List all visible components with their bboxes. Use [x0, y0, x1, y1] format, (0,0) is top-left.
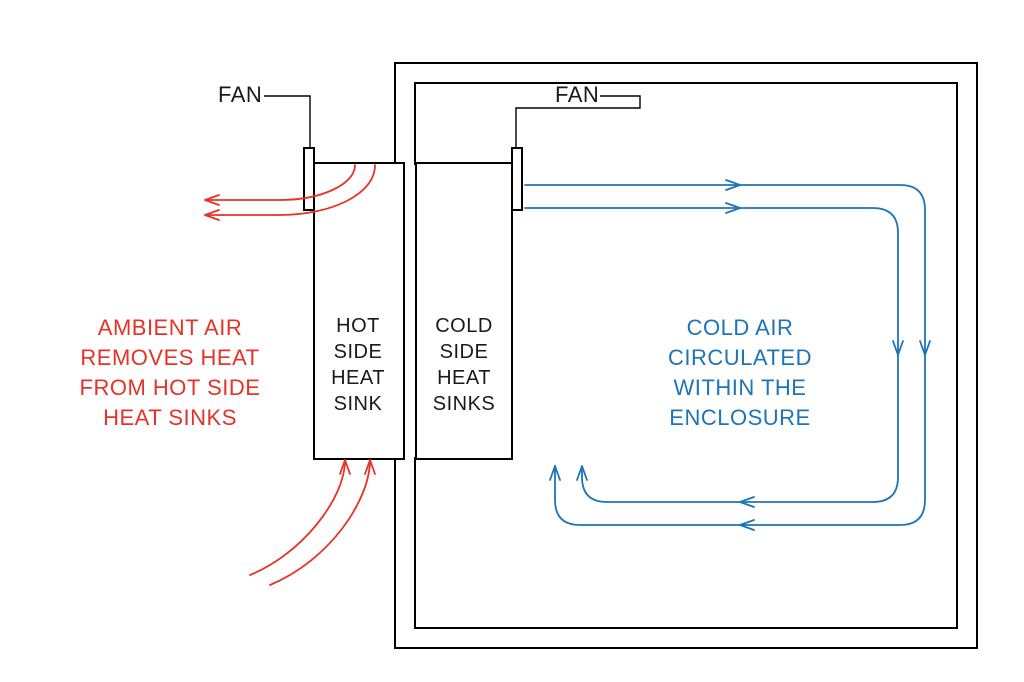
hot-curve-bot-1: [270, 460, 370, 585]
hot-sink-label-3: SINK: [334, 393, 383, 415]
hot-desc-2: FROM HOT SIDE: [80, 375, 261, 400]
cold-sink-label-3: SINKS: [433, 393, 496, 415]
fan-leader-left: [264, 96, 310, 147]
hot-desc-1: REMOVES HEAT: [80, 345, 259, 370]
hot-curve-bot-0: [250, 460, 345, 575]
fan-label-left: FAN: [218, 82, 262, 107]
cold-sink-label-0: COLD: [435, 315, 493, 337]
hot-desc-0: AMBIENT AIR: [98, 315, 242, 340]
cold-desc-0: COLD AIR: [687, 315, 794, 340]
hot-sink-label-0: HOT: [336, 315, 380, 337]
cold-desc-2: WITHIN THE: [674, 375, 807, 400]
hot-desc-3: HEAT SINKS: [103, 405, 237, 430]
cold-fan: [512, 148, 522, 210]
hot-sink-label-2: HEAT: [331, 367, 385, 389]
cold-sink-label-2: HEAT: [437, 367, 491, 389]
cold-desc-1: CIRCULATED: [668, 345, 812, 370]
fan-label-right: FAN: [555, 82, 599, 107]
hot-fan: [304, 148, 314, 210]
cold-sink-label-1: SIDE: [440, 341, 489, 363]
cold-desc-3: ENCLOSURE: [669, 405, 810, 430]
hot-sink-label-1: SIDE: [334, 341, 383, 363]
